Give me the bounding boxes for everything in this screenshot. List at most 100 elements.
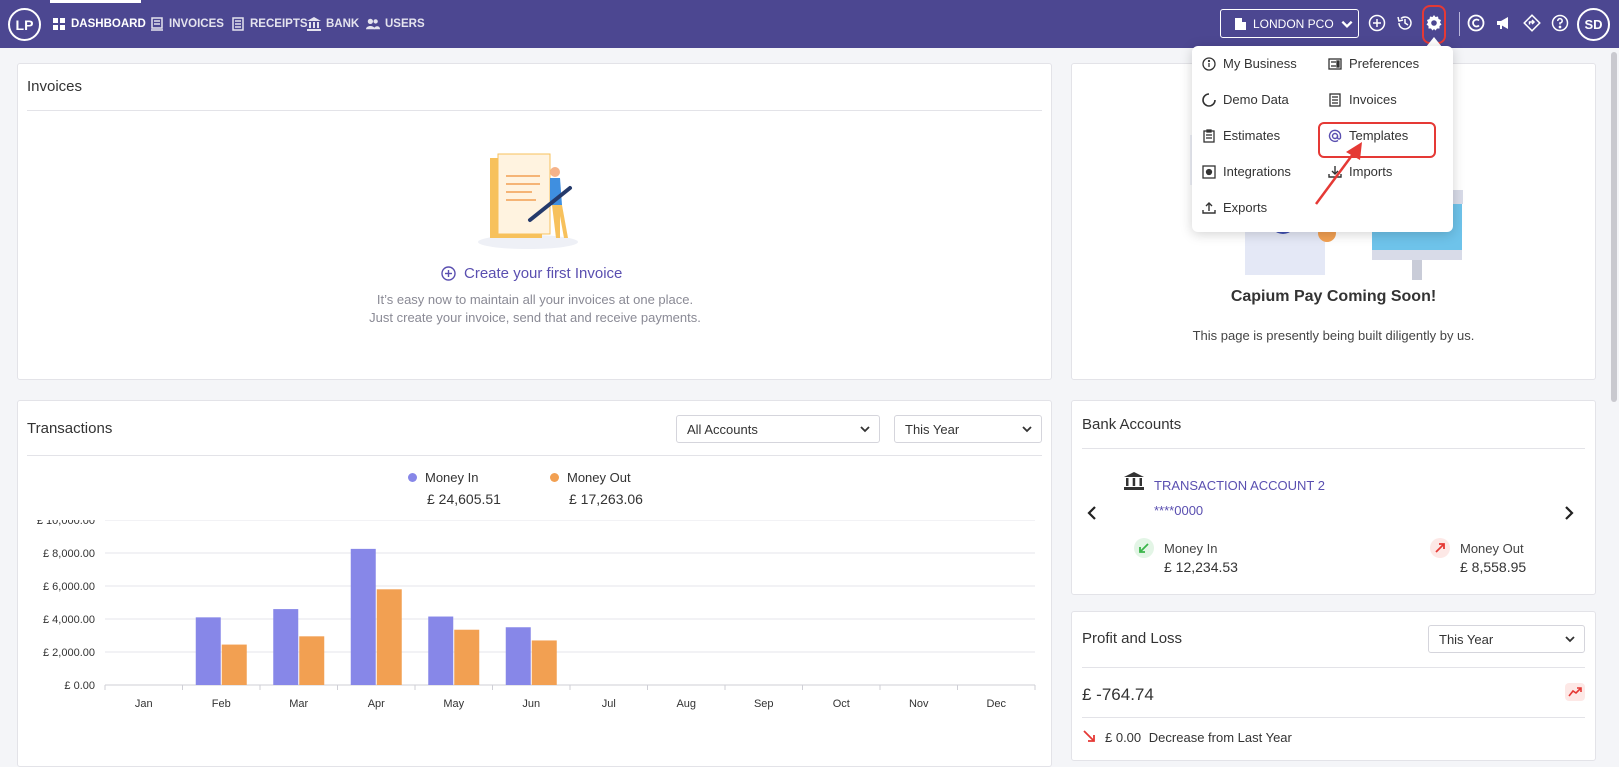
add-button[interactable] [1366, 12, 1388, 34]
create-invoice-link[interactable]: Create your first Invoice [441, 265, 622, 282]
bank-account-number: ****0000 [1154, 503, 1204, 518]
money-out-total: £ 17,263.06 [569, 491, 643, 507]
x-tick-label: Jun [522, 698, 540, 710]
y-tick-label: £ 2,000.00 [43, 647, 95, 659]
bank-accounts-card [1071, 400, 1596, 595]
receipt-icon [232, 17, 244, 31]
create-invoice-label: Create your first Invoice [464, 265, 623, 282]
capium-button[interactable] [1465, 12, 1487, 34]
menu-exports-label: Exports [1223, 200, 1268, 215]
x-tick-label: Aug [676, 698, 696, 710]
history-button[interactable] [1394, 12, 1416, 34]
carousel-prev-button[interactable] [1082, 503, 1102, 523]
bank-account-name[interactable]: TRANSACTION ACCOUNT 2 [1154, 478, 1325, 493]
x-tick-label: Feb [212, 698, 231, 710]
nav-dashboard-label: DASHBOARD [71, 18, 146, 30]
chevron-down-icon [1022, 426, 1032, 433]
users-icon [366, 18, 380, 30]
nav-bank[interactable]: BANK [307, 0, 359, 48]
preferences-icon [1328, 57, 1342, 70]
transactions-divider [27, 455, 1042, 456]
topbar-divider [1459, 12, 1460, 36]
invoice-illustration [478, 153, 578, 249]
bank-money-out-label: Money Out [1460, 541, 1524, 556]
y-tick-label: £ 0.00 [64, 680, 95, 692]
period-filter-select[interactable]: This Year [894, 415, 1042, 443]
invoice-list-icon [1329, 92, 1341, 107]
money-out-dot [550, 473, 559, 482]
menu-my-business-label: My Business [1223, 56, 1297, 71]
money-in-dot [408, 473, 417, 482]
menu-demo-data-label: Demo Data [1223, 92, 1289, 107]
directions-icon [1523, 14, 1541, 32]
profit-loss-change-value: £ 0.00 [1105, 730, 1142, 745]
menu-invoices[interactable]: Invoices [1328, 92, 1397, 107]
help-icon [1551, 14, 1569, 32]
x-tick-label: Dec [986, 698, 1006, 710]
carousel-next-button[interactable] [1559, 503, 1579, 523]
bar-money-out [221, 644, 247, 685]
menu-templates[interactable]: Templates [1328, 128, 1408, 143]
chevron-down-icon [1565, 636, 1575, 643]
y-tick-label: £ 8,000.00 [43, 548, 95, 560]
money-in-arrow-icon [1134, 538, 1154, 558]
nav-users[interactable]: USERS [366, 0, 425, 48]
page-scrollbar[interactable] [1611, 52, 1617, 402]
app-logo[interactable]: LP [8, 8, 41, 41]
templates-highlight-annotation [1318, 122, 1436, 158]
profit-loss-change: £ 0.00 Decrease from Last Year [1105, 730, 1292, 745]
invoices-desc-line2: Just create your invoice, send that and … [369, 310, 701, 325]
y-tick-label: £ 6,000.00 [43, 581, 95, 593]
menu-preferences[interactable]: Preferences [1328, 56, 1419, 71]
settings-button[interactable] [1423, 12, 1445, 34]
legend-money-out-label: Money Out [567, 470, 631, 485]
active-tab-indicator [50, 0, 141, 3]
upload-icon [1202, 201, 1216, 214]
nav-dashboard[interactable]: DASHBOARD [52, 0, 146, 48]
info-icon [1202, 56, 1216, 71]
history-icon [1397, 16, 1412, 30]
company-selector[interactable]: LONDON PCO [1220, 9, 1359, 38]
bar-money-in [505, 627, 531, 685]
announcements-button[interactable] [1493, 12, 1515, 34]
trend-badge [1565, 683, 1585, 701]
menu-my-business[interactable]: My Business [1202, 56, 1297, 71]
directions-button[interactable] [1521, 12, 1543, 34]
profit-loss-period-select[interactable]: This Year [1428, 625, 1585, 653]
nav-invoices[interactable]: INVOICES [150, 0, 224, 48]
menu-demo-data[interactable]: Demo Data [1202, 92, 1289, 107]
menu-estimates-label: Estimates [1223, 128, 1281, 143]
user-avatar[interactable]: SD [1577, 8, 1610, 41]
menu-invoices-label: Invoices [1349, 92, 1397, 107]
menu-preferences-label: Preferences [1349, 56, 1420, 71]
legend-money-in: Money In [408, 470, 478, 485]
legend-money-out: Money Out [550, 470, 631, 485]
bar-money-out [454, 629, 480, 685]
profit-loss-divider [1082, 667, 1585, 668]
x-tick-label: Nov [909, 698, 929, 710]
capium-c-icon [1467, 14, 1485, 32]
menu-integrations-label: Integrations [1223, 164, 1291, 179]
bar-money-in [350, 548, 376, 685]
trend-up-icon [1568, 687, 1582, 697]
nav-receipts[interactable]: RECEIPTS [231, 0, 308, 48]
loading-circle-icon [1202, 92, 1216, 107]
invoices-divider [27, 110, 1042, 111]
bank-money-in-value: £ 12,234.53 [1164, 559, 1238, 575]
accounts-filter-select[interactable]: All Accounts [676, 415, 880, 443]
megaphone-icon [1497, 17, 1508, 29]
bar-money-out [531, 640, 557, 685]
invoices-title: Invoices [27, 78, 83, 95]
integration-icon [1202, 164, 1216, 179]
menu-integrations[interactable]: Integrations [1202, 164, 1291, 179]
x-tick-label: Apr [368, 698, 385, 710]
profit-loss-title: Profit and Loss [1082, 630, 1183, 647]
chevron-left-icon [1087, 506, 1096, 520]
bar-money-in [273, 609, 299, 685]
menu-exports[interactable]: Exports [1202, 200, 1267, 215]
menu-estimates[interactable]: Estimates [1202, 128, 1280, 143]
help-button[interactable] [1549, 12, 1571, 34]
x-tick-label: May [443, 698, 464, 710]
accounts-filter-value: All Accounts [687, 421, 758, 437]
bank-icon [1124, 472, 1144, 490]
